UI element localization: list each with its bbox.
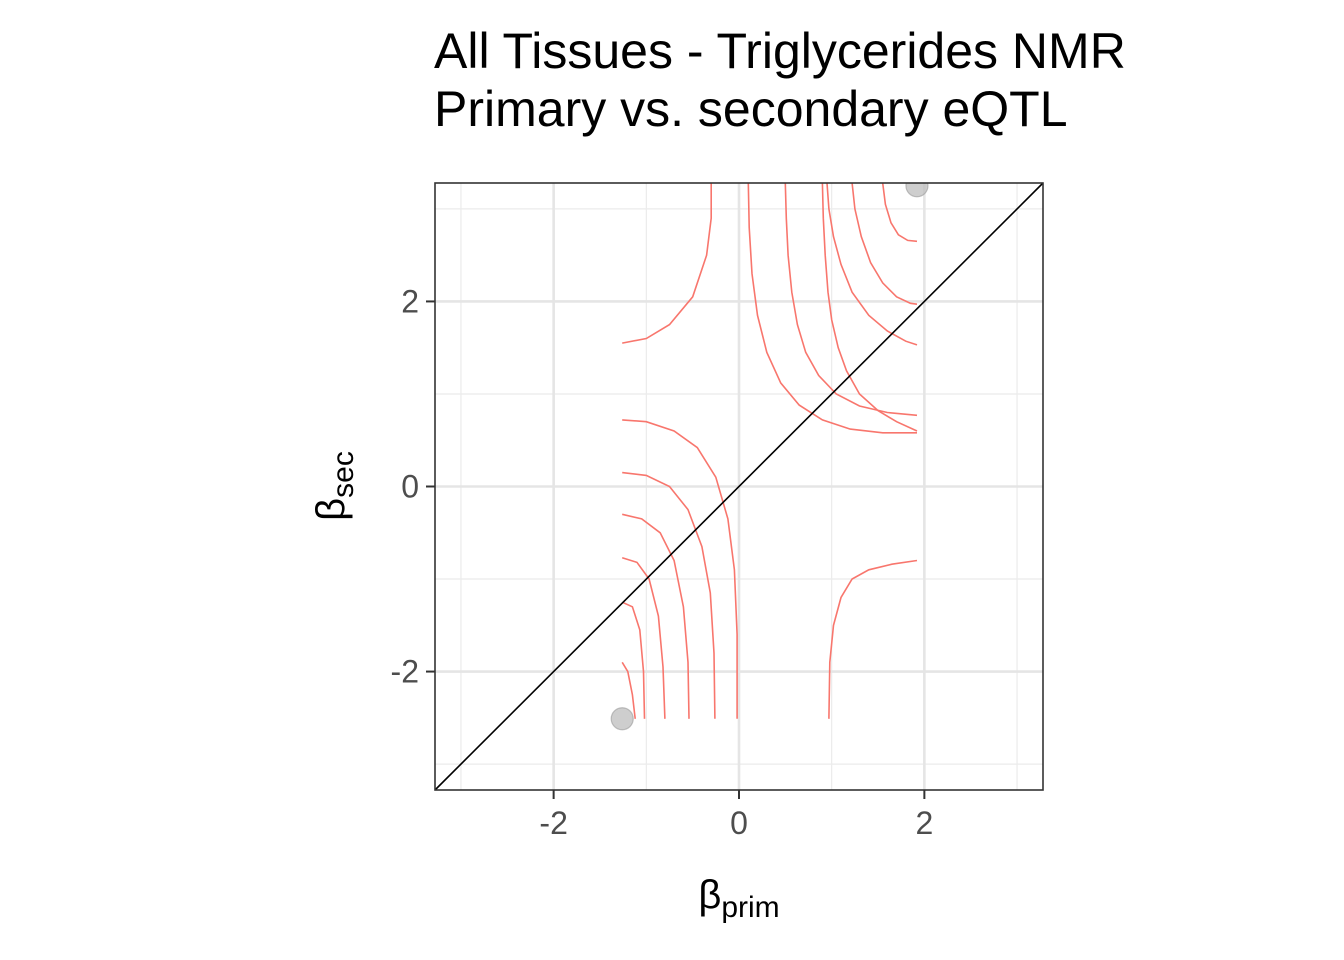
- x-tick-label: 2: [915, 805, 933, 841]
- contour-line: [826, 182, 918, 346]
- contour-line: [622, 471, 716, 719]
- contour-line: [622, 513, 690, 719]
- x-axis-title: βprim: [698, 873, 779, 924]
- contour-line: [621, 661, 636, 719]
- x-axis-symbol: β: [698, 873, 721, 917]
- identity-line: [434, 182, 1044, 791]
- contour-line: [784, 182, 918, 417]
- y-tick-label: 2: [401, 283, 419, 319]
- y-axis-ticks: -2 0 2: [391, 283, 435, 690]
- data-point: [905, 183, 929, 198]
- contour-line: [881, 182, 918, 243]
- contour-lines: [621, 182, 918, 719]
- contour-line: [828, 559, 918, 719]
- chart-title-line: All Tissues - Triglycerides NMR: [434, 23, 1126, 79]
- x-tick-label: -2: [539, 805, 567, 841]
- x-axis-subscript: prim: [721, 891, 779, 924]
- contour-line: [821, 182, 918, 432]
- chart-title: All Tissues - Triglycerides NMR Primary …: [434, 22, 1126, 138]
- contour-line: [622, 183, 712, 344]
- y-axis-symbol: β: [309, 498, 353, 521]
- x-axis-ticks: -2 0 2: [539, 790, 933, 841]
- data-points: [610, 183, 929, 731]
- contour-line: [747, 182, 917, 434]
- contour-line: [851, 182, 918, 305]
- y-axis-title: βsec: [309, 451, 360, 521]
- contour-line: [621, 601, 646, 719]
- x-tick-label: 0: [730, 805, 748, 841]
- contour-line: [621, 556, 666, 719]
- y-tick-label: 0: [401, 469, 419, 505]
- y-axis-subscript: sec: [327, 451, 360, 498]
- y-tick-label: -2: [391, 654, 419, 690]
- chart-subtitle-line: Primary vs. secondary eQTL: [434, 81, 1068, 137]
- contour-line: [622, 419, 738, 719]
- identity-line-segment: [434, 182, 1044, 791]
- data-point: [610, 707, 634, 731]
